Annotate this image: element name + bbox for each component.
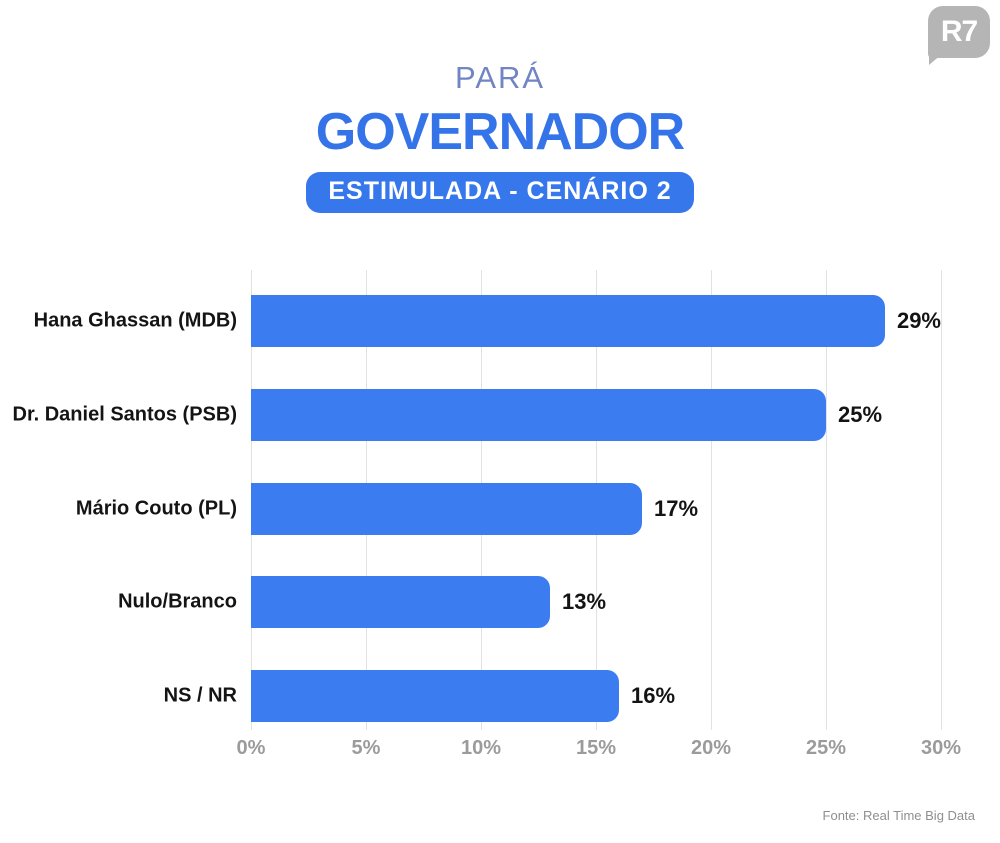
bar-row: NS / NR 16% xyxy=(164,670,941,722)
bar xyxy=(251,388,826,441)
value-label: 17% xyxy=(654,495,699,521)
bar xyxy=(251,482,642,535)
category-label: Dr. Daniel Santos (PSB) xyxy=(12,403,238,426)
category-label: NS / NR xyxy=(163,684,237,707)
bar-row: Hana Ghassan (MDB) 29% xyxy=(34,295,941,347)
category-label: Mário Couto (PL) xyxy=(75,497,237,519)
r7-logo: R7 xyxy=(928,6,990,65)
bar xyxy=(251,295,885,347)
category-label: Hana Ghassan (MDB) xyxy=(33,309,237,332)
scenario-badge: ESTIMULADA - CENÁRIO 2 xyxy=(306,172,694,213)
bar xyxy=(251,576,550,629)
gridline xyxy=(711,270,712,730)
value-label: 25% xyxy=(838,401,883,427)
x-tick-label: 5% xyxy=(351,737,381,759)
x-tick-label: 20% xyxy=(690,737,732,759)
value-label: 16% xyxy=(631,683,676,708)
page-title: GOVERNADOR xyxy=(315,103,685,161)
gridline xyxy=(941,270,942,730)
r7-logo-text: R7 xyxy=(940,15,978,48)
bar-row: Nulo/Branco 13% xyxy=(118,576,941,629)
chart-header: PARÁ GOVERNADOR ESTIMULADA - CENÁRIO 2 xyxy=(0,0,1000,213)
x-tick-label: 30% xyxy=(920,737,962,759)
bar xyxy=(251,670,619,722)
gridline xyxy=(826,270,827,730)
x-tick-label: 25% xyxy=(805,737,847,759)
region-title: PARÁ xyxy=(454,60,546,95)
value-label: 29% xyxy=(896,308,941,333)
bar-row: Mário Couto (PL) 17% xyxy=(76,482,941,535)
bar-rows: Hana Ghassan (MDB) 29% Dr. Daniel Santos (… xyxy=(13,295,941,722)
value-label: 13% xyxy=(562,589,607,615)
x-tick-label: 0% xyxy=(236,737,266,759)
x-tick-label: 15% xyxy=(575,737,617,759)
source-note: Fonte: Real Time Big Data xyxy=(822,808,975,823)
x-tick-label: 10% xyxy=(460,737,502,759)
bar-chart: Hana Ghassan (MDB) 29% Dr. Daniel Santos (… xyxy=(13,270,961,759)
category-label: Nulo/Branco xyxy=(118,590,237,613)
bar-row: Dr. Daniel Santos (PSB) 25% xyxy=(13,388,941,441)
